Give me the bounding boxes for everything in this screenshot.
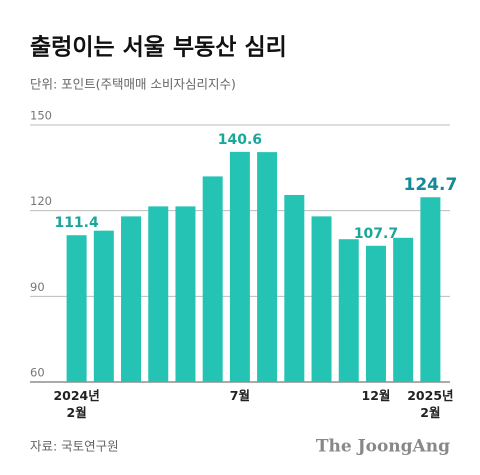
chart-title: 출렁이는 서울 부동산 심리 xyxy=(30,35,287,61)
bar xyxy=(229,151,250,382)
bar xyxy=(338,239,359,382)
value-label: 111.4 xyxy=(54,215,99,231)
value-label: 140.6 xyxy=(218,132,262,148)
y-tick-label: 90 xyxy=(30,280,45,294)
bar xyxy=(365,245,386,382)
bar xyxy=(284,194,305,382)
bar xyxy=(66,235,87,382)
bar xyxy=(393,237,414,382)
bar xyxy=(311,216,332,382)
x-tick-label: 12월 xyxy=(362,388,391,403)
chart-subtitle: 단위: 포인트(주택매매 소비자심리지수) xyxy=(30,77,236,92)
y-tick-label: 150 xyxy=(30,109,52,123)
brand: The JoongAng xyxy=(316,437,450,457)
bar xyxy=(148,206,169,382)
x-tick-label: 7월 xyxy=(230,388,250,403)
x-tick-label: 2025년 2월 xyxy=(407,388,453,420)
bar xyxy=(202,176,223,382)
bar xyxy=(121,216,142,382)
y-tick-label: 120 xyxy=(30,194,52,208)
source: 자료: 국토연구원 xyxy=(30,439,119,454)
y-tick-label: 60 xyxy=(30,366,45,380)
bar xyxy=(175,206,196,382)
bar xyxy=(93,230,114,382)
value-label: 124.7 xyxy=(404,175,458,195)
x-tick-label: 2024년 2월 xyxy=(53,388,99,420)
bar xyxy=(257,152,278,382)
bar xyxy=(420,197,441,382)
value-label: 107.7 xyxy=(354,226,398,242)
